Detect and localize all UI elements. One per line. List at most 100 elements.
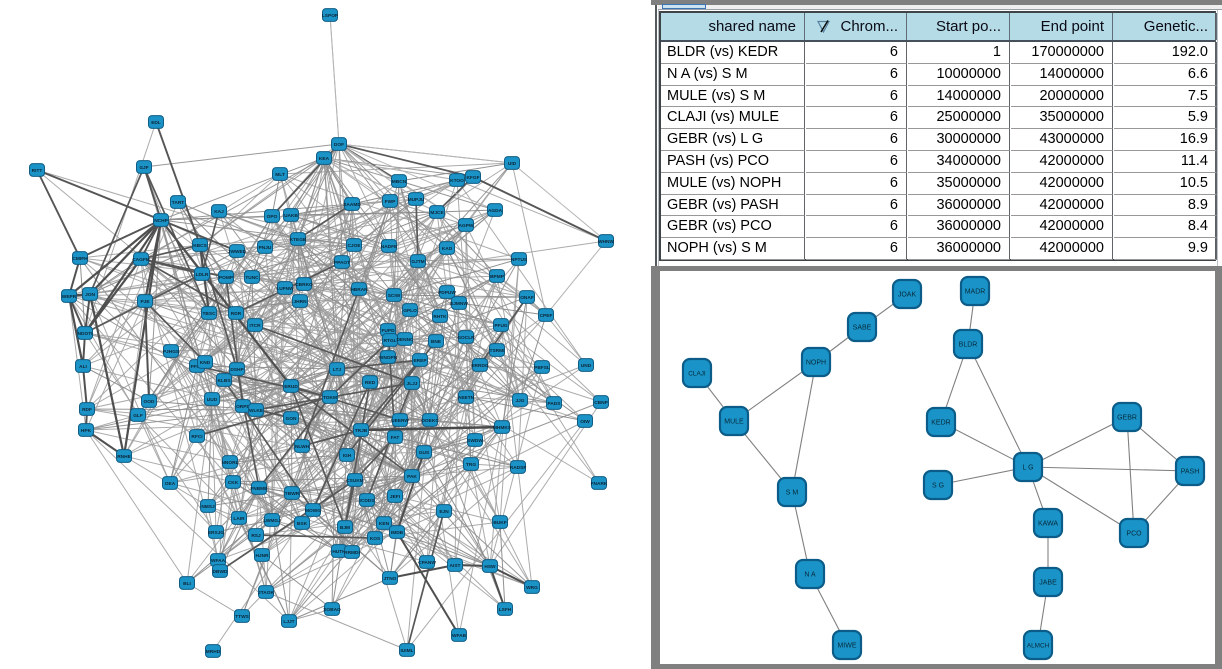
svg-text:NMSJ: NMSJ bbox=[201, 504, 215, 510]
svg-text:EREP: EREP bbox=[413, 358, 427, 364]
svg-text:DSHP: DSHP bbox=[230, 367, 244, 373]
svg-text:MULE: MULE bbox=[724, 418, 744, 425]
svg-text:LJJT: LJJT bbox=[283, 619, 294, 625]
svg-text:RHTK: RHTK bbox=[433, 314, 447, 320]
svg-text:ALI: ALI bbox=[79, 364, 87, 370]
svg-text:LDLR: LDLR bbox=[196, 272, 209, 278]
svg-text:FWP: FWP bbox=[385, 199, 396, 205]
svg-text:S G: S G bbox=[932, 482, 944, 489]
svg-text:GJF: GJF bbox=[139, 165, 148, 171]
svg-text:ITCR: ITCR bbox=[249, 323, 261, 329]
svg-text:JABE: JABE bbox=[1039, 579, 1057, 586]
svg-text:RTGL: RTGL bbox=[383, 338, 396, 344]
svg-text:POMP: POMP bbox=[219, 275, 234, 281]
svg-text:JHRN: JHRN bbox=[293, 299, 307, 305]
svg-text:DOF: DOF bbox=[334, 142, 344, 148]
svg-text:EJMNW: EJMNW bbox=[450, 301, 468, 307]
svg-text:RSJ: RSJ bbox=[251, 533, 261, 539]
svg-text:BLDR: BLDR bbox=[959, 341, 978, 348]
svg-text:WRG: WRG bbox=[526, 585, 538, 591]
svg-text:KFGF: KFGF bbox=[466, 175, 479, 181]
svg-text:ORPD: ORPD bbox=[236, 404, 250, 410]
svg-text:JON: JON bbox=[85, 292, 95, 298]
svg-text:MADR: MADR bbox=[965, 288, 986, 295]
svg-text:GUS: GUS bbox=[419, 450, 430, 456]
svg-text:HBRAN: HBRAN bbox=[350, 287, 368, 293]
svg-text:TBSC: TBSC bbox=[202, 311, 216, 317]
svg-text:IGH: IGH bbox=[343, 453, 352, 459]
svg-text:TART: TART bbox=[172, 200, 185, 206]
svg-text:JJG: JJG bbox=[515, 398, 524, 404]
svg-text:MUPJU: MUPJU bbox=[408, 197, 425, 203]
svg-text:KEA: KEA bbox=[319, 156, 330, 162]
svg-text:FUPD: FUPD bbox=[381, 328, 395, 334]
svg-text:NCHP: NCHP bbox=[154, 218, 168, 224]
svg-text:PCO: PCO bbox=[1126, 530, 1142, 537]
svg-text:DENNC: DENNC bbox=[396, 337, 414, 343]
svg-text:EJN: EJN bbox=[439, 509, 449, 515]
svg-text:NLWH: NLWH bbox=[295, 444, 310, 450]
svg-text:BPMP: BPMP bbox=[490, 274, 505, 280]
svg-text:MOWG: MOWG bbox=[305, 508, 321, 514]
svg-text:TBWR: TBWR bbox=[285, 491, 300, 497]
svg-text:CPANW: CPANW bbox=[418, 560, 436, 566]
svg-text:GEBR: GEBR bbox=[1117, 414, 1137, 421]
svg-text:LSPOP: LSPOP bbox=[322, 13, 339, 19]
svg-text:LWMGJ: LWMGJ bbox=[263, 518, 281, 524]
svg-text:FNBMB: FNBMB bbox=[250, 486, 268, 492]
svg-text:ALMCH: ALMCH bbox=[1027, 642, 1050, 649]
svg-text:JTNO: JTNO bbox=[384, 576, 397, 582]
svg-text:NDOTI: NDOTI bbox=[78, 331, 94, 337]
svg-text:JTAOK: JTAOK bbox=[258, 590, 274, 596]
svg-text:MBCN: MBCN bbox=[392, 179, 407, 185]
svg-text:PADS: PADS bbox=[548, 401, 562, 407]
svg-text:GLF: GLF bbox=[133, 413, 143, 419]
svg-text:KTEGB: KTEGB bbox=[290, 237, 307, 243]
svg-text:KAD: KAD bbox=[442, 246, 453, 252]
svg-text:PJE: PJE bbox=[140, 299, 150, 305]
svg-text:ERUD: ERUD bbox=[284, 384, 298, 390]
svg-text:IUIML: IUIML bbox=[400, 648, 413, 654]
svg-text:OPO: OPO bbox=[267, 214, 278, 220]
svg-text:MJCE: MJCE bbox=[430, 210, 444, 216]
svg-text:DBWD: DBWD bbox=[213, 569, 228, 575]
svg-text:MIWE: MIWE bbox=[837, 642, 856, 649]
svg-text:SOBAO: SOBAO bbox=[323, 607, 341, 613]
svg-text:UND: UND bbox=[581, 363, 592, 369]
svg-text:OOEKC: OOEKC bbox=[421, 418, 439, 424]
svg-text:AGDA: AGDA bbox=[488, 208, 503, 214]
svg-text:PBFSL: PBFSL bbox=[534, 365, 550, 371]
svg-text:WFAA: WFAA bbox=[211, 558, 226, 564]
svg-text:KTOO: KTOO bbox=[450, 178, 464, 184]
svg-text:PFUG: PFUG bbox=[494, 323, 508, 329]
svg-text:KEN: KEN bbox=[379, 521, 390, 527]
svg-text:OOD: OOD bbox=[144, 399, 155, 405]
svg-text:CLAJI: CLAJI bbox=[688, 370, 706, 377]
svg-text:JEFI: JEFI bbox=[390, 494, 401, 500]
svg-text:CAGFM: CAGFM bbox=[132, 257, 150, 263]
svg-text:ERRDG: ERRDG bbox=[471, 363, 489, 369]
svg-text:TUNC: TUNC bbox=[245, 275, 259, 281]
svg-text:RNHE: RNHE bbox=[117, 454, 131, 460]
svg-text:GOCLR: GOCLR bbox=[457, 335, 475, 341]
svg-text:FFRB: FFRB bbox=[191, 364, 204, 370]
svg-text:PNJU: PNJU bbox=[259, 245, 272, 251]
svg-text:ERSJG: ERSJG bbox=[208, 530, 225, 536]
svg-text:AIST: AIST bbox=[450, 563, 461, 569]
svg-text:UEERW: UEERW bbox=[391, 418, 409, 424]
svg-text:CKK: CKK bbox=[228, 480, 239, 486]
svg-text:UUD: UUD bbox=[207, 397, 218, 403]
svg-text:WNOPN: WNOPN bbox=[379, 355, 398, 361]
svg-text:TRJB: TRJB bbox=[355, 428, 368, 434]
svg-text:PPAOT: PPAOT bbox=[334, 260, 350, 266]
svg-text:KND: KND bbox=[200, 360, 211, 366]
svg-text:JOAK: JOAK bbox=[898, 291, 917, 298]
svg-text:RITT: RITT bbox=[32, 168, 43, 174]
svg-text:GON: GON bbox=[286, 416, 297, 422]
svg-text:UID: UID bbox=[508, 161, 517, 167]
svg-text:IMDB: IMDB bbox=[391, 530, 404, 536]
svg-text:TSRMI: TSRMI bbox=[490, 348, 506, 354]
svg-text:SCIW: SCIW bbox=[388, 293, 401, 299]
svg-text:MHMKS: MHMKS bbox=[493, 425, 512, 431]
svg-text:KAJ: KAJ bbox=[214, 209, 224, 215]
